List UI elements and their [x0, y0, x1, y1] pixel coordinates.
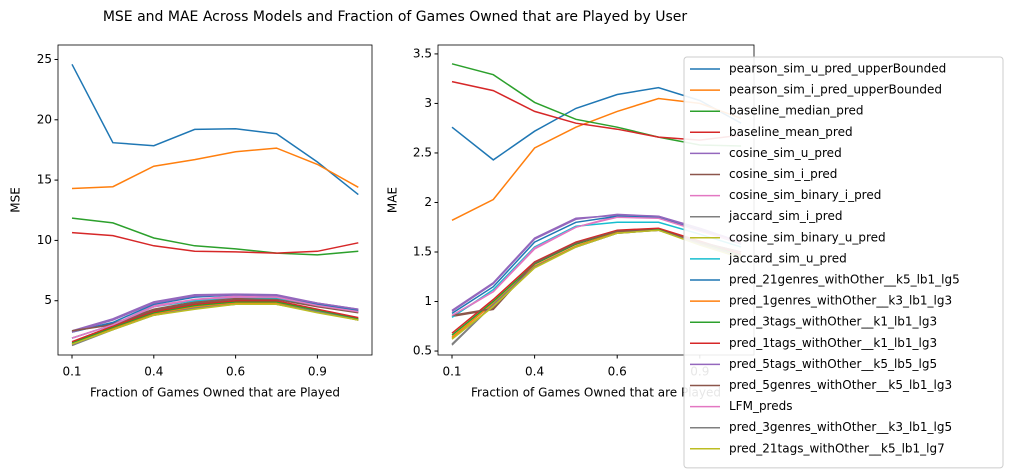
x-axis-label: Fraction of Games Owned that are Played	[90, 386, 340, 400]
y-tick-label: 1.5	[413, 244, 432, 258]
y-tick-label: 0.5	[413, 344, 432, 358]
y-axis-label: MSE	[9, 187, 23, 213]
y-axis-label: MAE	[386, 187, 400, 213]
legend-box	[683, 56, 1004, 469]
x-tick-label: 0.1	[62, 365, 81, 379]
legend-label: pred_21genres_withOther__k5_lb1_lg5	[729, 273, 960, 287]
legend-label: baseline_median_pred	[729, 104, 864, 118]
x-tick-label: 0.9	[308, 365, 327, 379]
x-tick-label: 0.1	[442, 365, 461, 379]
legend-label: cosine_sim_i_pred	[729, 167, 837, 181]
y-tick-label: 15	[37, 173, 52, 187]
x-axis-label: Fraction of Games Owned that are Played	[471, 386, 721, 400]
x-tick-label: 0.6	[226, 365, 245, 379]
legend-label: baseline_mean_pred	[729, 125, 853, 139]
x-tick-label: 0.4	[144, 365, 163, 379]
legend-label: pearson_sim_u_pred_upperBounded	[729, 62, 946, 76]
legend-label: pred_3tags_withOther__k1_lb1_lg3	[729, 315, 937, 329]
legend-label: pred_21tags_withOther__k5_lb1_lg7	[729, 441, 945, 455]
series-line	[71, 217, 359, 256]
legend-label: LFM_preds	[729, 399, 792, 413]
series-line	[71, 299, 359, 343]
series-line	[71, 147, 359, 190]
legend-label: cosine_sim_binary_u_pred	[729, 230, 886, 244]
y-tick-label: 3	[424, 96, 432, 110]
legend-label: jaccard_sim_i_pred	[728, 209, 842, 223]
legend-label: cosine_sim_u_pred	[729, 146, 842, 160]
y-tick-label: 1	[424, 294, 432, 308]
x-tick-label: 0.4	[525, 365, 544, 379]
series-line	[71, 301, 359, 344]
legend-label: pred_3genres_withOther__k3_lb1_lg5	[729, 420, 952, 434]
axes-frame	[57, 44, 373, 356]
x-tick-label: 0.6	[608, 365, 627, 379]
series-line	[71, 303, 359, 345]
legend-label: pearson_sim_i_pred_upperBounded	[729, 83, 942, 97]
series-line	[71, 63, 359, 196]
y-tick-label: 2	[424, 195, 432, 209]
series-line	[71, 296, 359, 339]
figure-title: MSE and MAE Across Models and Fraction o…	[103, 9, 688, 25]
y-tick-label: 2.5	[413, 145, 432, 159]
y-tick-label: 20	[37, 112, 52, 126]
legend-label: pred_1genres_withOther__k3_lb1_lg3	[729, 294, 952, 308]
y-tick-label: 5	[44, 293, 52, 307]
legend-label: pred_1tags_withOther__k1_lb1_lg3	[729, 336, 937, 350]
legend-label: cosine_sim_binary_i_pred	[729, 188, 881, 202]
series-line	[71, 293, 359, 333]
legend-label: jaccard_sim_u_pred	[728, 251, 847, 265]
y-tick-label: 10	[37, 233, 52, 247]
legend-label: pred_5tags_withOther__k5_lb5_lg5	[729, 357, 937, 371]
series-line	[71, 231, 359, 254]
y-tick-label: 25	[37, 52, 52, 66]
legend-label: pred_5genres_withOther__k5_lb1_lg3	[729, 378, 952, 392]
y-tick-label: 3.5	[413, 46, 432, 60]
